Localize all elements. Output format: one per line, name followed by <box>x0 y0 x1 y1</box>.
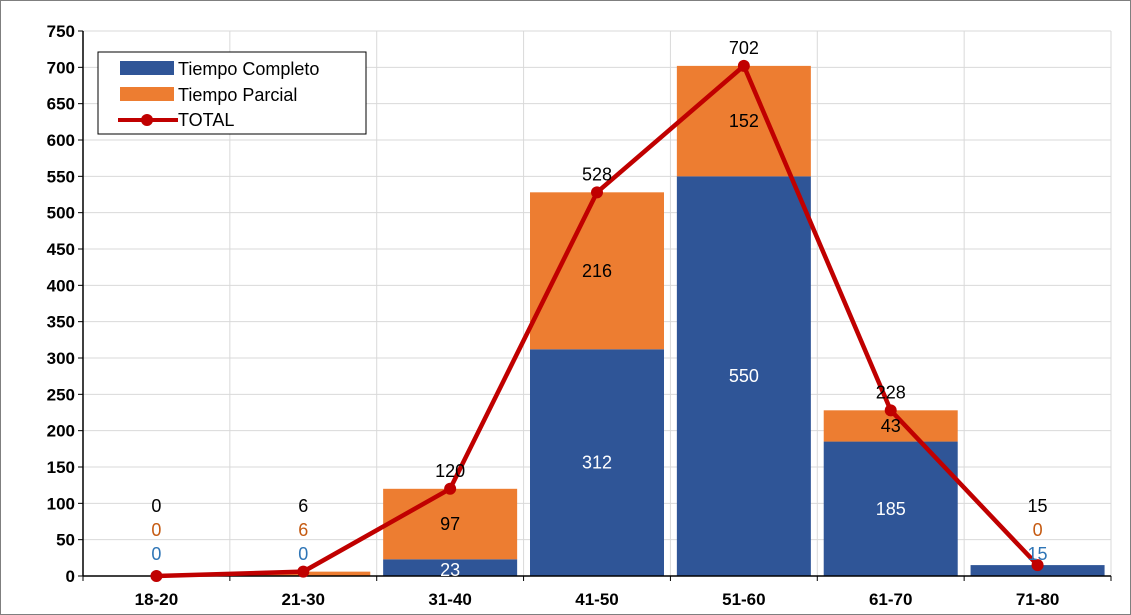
y-tick-label: 750 <box>47 22 75 41</box>
data-label-tiempo-completo: 0 <box>151 544 161 564</box>
x-tick-label: 61-70 <box>869 590 912 609</box>
y-tick-label: 100 <box>47 494 75 513</box>
data-label-tiempo-completo: 23 <box>440 560 460 580</box>
total-point <box>591 186 603 199</box>
x-tick-label: 21-30 <box>282 590 325 609</box>
bar-tiempo-completo <box>383 559 518 576</box>
total-point <box>150 570 163 582</box>
y-tick-label: 500 <box>47 204 75 223</box>
data-label-tiempo-parcial: 43 <box>881 416 901 436</box>
data-label-tiempo-parcial: 152 <box>729 111 759 131</box>
data-label-total: 702 <box>729 38 759 58</box>
total-point <box>444 482 457 495</box>
y-tick-label: 0 <box>66 567 75 586</box>
total-line <box>150 59 1044 582</box>
bar-tiempo-parcial <box>530 192 664 350</box>
data-label-total: 228 <box>876 382 906 402</box>
data-label-tiempo-completo: 185 <box>876 499 906 519</box>
y-tick-label: 200 <box>47 422 75 441</box>
y-tick-label: 250 <box>47 385 75 404</box>
y-tick-label: 150 <box>47 458 75 477</box>
data-label-tiempo-parcial: 0 <box>151 520 161 540</box>
bar-tiempo-completo <box>676 176 811 577</box>
total-point <box>737 59 750 72</box>
y-tick-label: 400 <box>47 276 75 295</box>
data-label-tiempo-completo: 312 <box>582 453 612 473</box>
data-label-total: 120 <box>435 461 465 481</box>
legend-label-total: TOTAL <box>178 110 234 130</box>
y-tick-label: 300 <box>47 349 75 368</box>
bar-tiempo-parcial <box>676 65 811 177</box>
total-point <box>297 565 310 578</box>
data-label-total: 0 <box>151 496 161 516</box>
y-tick-label: 600 <box>47 131 75 150</box>
y-tick-label: 450 <box>47 240 75 259</box>
data-label-tiempo-parcial: 97 <box>440 514 460 534</box>
data-label-total: 6 <box>298 496 308 516</box>
bar-tiempo-completo <box>823 441 958 576</box>
legend-label-tiempo-parcial: Tiempo Parcial <box>178 85 297 105</box>
x-tick-label: 71-80 <box>1016 590 1059 609</box>
data-label-total: 15 <box>1028 496 1048 516</box>
axes: 0501001502002503003504004505005506006507… <box>47 22 1112 609</box>
y-tick-label: 350 <box>47 313 75 332</box>
x-tick-label: 41-50 <box>575 590 618 609</box>
data-label-tiempo-parcial: 6 <box>298 520 308 540</box>
legend-swatch-tiempo-completo <box>120 61 174 75</box>
total-point <box>1031 559 1044 572</box>
y-tick-label: 50 <box>56 531 75 550</box>
y-tick-label: 650 <box>47 95 75 114</box>
bar-tiempo-completo <box>530 349 664 576</box>
total-point <box>884 404 897 417</box>
x-tick-label: 51-60 <box>722 590 765 609</box>
data-label-tiempo-completo: 15 <box>1028 544 1048 564</box>
data-label-total: 528 <box>582 164 612 184</box>
data-labels: 0 0 0 0 6 6 23 97 120 312 216 528 550 152 702 185 43 228 1… <box>151 38 1047 580</box>
legend: Tiempo Completo Tiempo Parcial TOTAL <box>97 51 367 135</box>
bars <box>236 65 1105 577</box>
legend-marker-total <box>141 114 153 126</box>
y-tick-label: 550 <box>47 167 75 186</box>
bar-tiempo-parcial <box>383 488 518 560</box>
data-label-tiempo-parcial: 0 <box>1033 520 1043 540</box>
legend-label-tiempo-completo: Tiempo Completo <box>178 59 319 79</box>
legend-swatch-tiempo-parcial <box>120 87 174 101</box>
data-label-tiempo-parcial: 216 <box>582 261 612 281</box>
x-tick-label: 18-20 <box>135 590 178 609</box>
data-label-tiempo-completo: 550 <box>729 366 759 386</box>
data-label-tiempo-completo: 0 <box>298 544 308 564</box>
x-tick-label: 31-40 <box>428 590 471 609</box>
y-tick-label: 700 <box>47 58 75 77</box>
